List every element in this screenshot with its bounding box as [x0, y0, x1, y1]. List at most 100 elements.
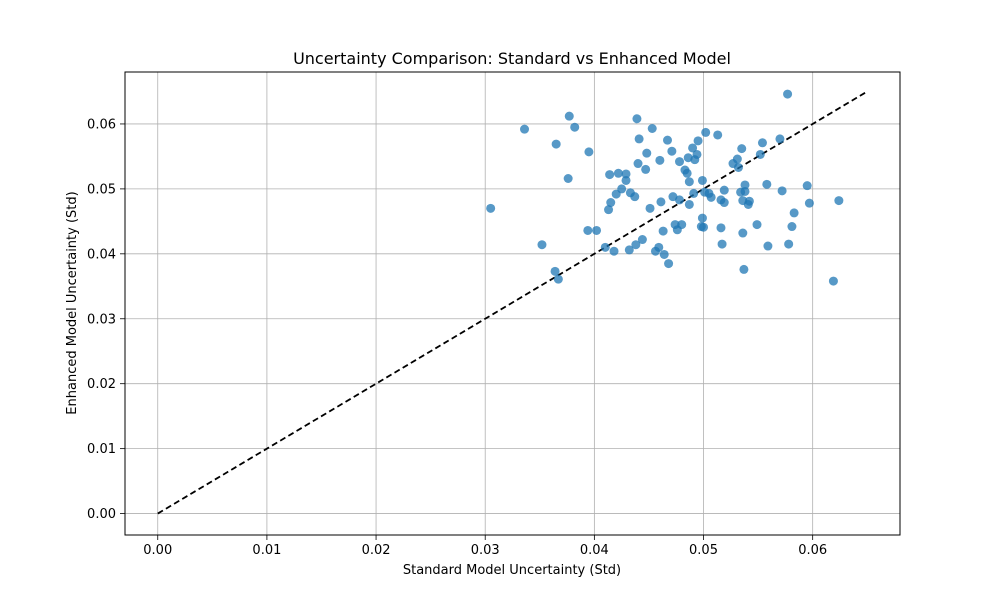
- scatter-point: [716, 223, 726, 233]
- scatter-point: [606, 198, 616, 208]
- scatter-point: [675, 195, 685, 205]
- plot-frame: [124, 71, 901, 536]
- scatter-point: [632, 114, 642, 124]
- scatter-point: [802, 181, 812, 191]
- scatter-point: [684, 199, 694, 209]
- scatter-point: [834, 196, 844, 206]
- data-points: [486, 89, 844, 286]
- scatter-point: [783, 89, 793, 99]
- y-axis-label: Enhanced Model Uncertainty (Std): [65, 191, 80, 414]
- scatter-point: [804, 198, 814, 208]
- y-tick-label: 0.05: [87, 182, 116, 197]
- scatter-point: [550, 266, 560, 276]
- scatter-point: [537, 240, 547, 250]
- scatter-point: [684, 177, 694, 187]
- scatter-point: [828, 276, 838, 286]
- scatter-point: [717, 239, 727, 249]
- scatter-point: [739, 264, 749, 274]
- scatter-point: [551, 139, 561, 149]
- y-tick-label: 0.06: [87, 117, 116, 132]
- scatter-point: [621, 169, 631, 179]
- scatter-point: [486, 203, 496, 213]
- scatter-point: [663, 135, 672, 145]
- scatter-point: [692, 149, 702, 159]
- scatter-point: [642, 148, 652, 158]
- scatter-point: [740, 186, 750, 196]
- scatter-point: [732, 154, 742, 164]
- scatter-point: [641, 164, 651, 174]
- scatter-point: [630, 192, 640, 202]
- scatter-point: [744, 196, 754, 206]
- y-tick-label: 0.03: [87, 312, 116, 327]
- reference-line: [157, 92, 866, 515]
- scatter-point: [604, 205, 614, 215]
- scatter-point: [738, 228, 748, 238]
- scatter-point: [677, 220, 687, 230]
- scatter-point: [697, 213, 707, 223]
- scatter-point: [631, 240, 641, 250]
- scatter-point: [752, 220, 762, 230]
- scatter-point: [637, 235, 647, 245]
- scatter-point: [553, 274, 563, 284]
- chart-title: Uncertainty Comparison: Standard vs Enha…: [293, 49, 731, 68]
- scatter-point: [706, 192, 716, 202]
- scatter-point: [667, 146, 677, 156]
- x-tick-label: 0.05: [689, 543, 718, 558]
- scatter-point: [757, 138, 767, 148]
- scatter-point: [613, 168, 623, 178]
- scatter-point: [624, 245, 634, 255]
- scatter-point: [775, 134, 785, 144]
- scatter-point: [737, 144, 747, 154]
- scatter-point: [609, 246, 619, 256]
- scatter-point: [584, 147, 594, 157]
- y-tick-label: 0.04: [87, 247, 116, 262]
- scatter-point: [600, 242, 610, 252]
- scatter-point: [621, 175, 631, 185]
- x-tick-label: 0.06: [798, 543, 827, 558]
- x-tick-label: 0.01: [252, 543, 281, 558]
- scatter-point: [570, 122, 580, 132]
- axis-ticks: 0.00 0.01 0.02 0.03 0.04 0.05 0.06 0.00 0.01 0.02…: [87, 117, 827, 558]
- x-tick-label: 0.02: [362, 543, 391, 558]
- x-tick-label: 0.04: [580, 543, 609, 558]
- scatter-point: [647, 123, 657, 133]
- scatter-point: [787, 222, 797, 232]
- scatter-point: [675, 157, 685, 167]
- y-tick-label: 0.01: [87, 442, 116, 457]
- scatter-point: [664, 259, 674, 269]
- scatter-point: [740, 180, 750, 190]
- scatter-point: [605, 170, 615, 180]
- scatter-point: [762, 179, 772, 189]
- scatter-point: [699, 222, 709, 232]
- scatter-point: [713, 130, 723, 140]
- scatter-point: [563, 173, 573, 183]
- scatter-point: [654, 242, 664, 252]
- scatter-point: [659, 249, 669, 259]
- scatter-point: [719, 185, 729, 195]
- scatter-point: [658, 226, 668, 236]
- scatter-point: [520, 124, 530, 134]
- scatter-point: [645, 203, 655, 213]
- scatter-point: [697, 175, 707, 185]
- scatter-point: [633, 159, 643, 169]
- scatter-point: [617, 184, 627, 194]
- scatter-point: [689, 188, 699, 198]
- x-tick-label: 0.00: [143, 543, 172, 558]
- y-tick-label: 0.00: [87, 507, 116, 522]
- reference-line-group: [157, 92, 866, 515]
- scatter-point: [763, 241, 773, 251]
- scatter-point: [719, 198, 729, 208]
- scatter-point: [656, 197, 666, 207]
- y-tick-label: 0.02: [87, 377, 116, 392]
- scatter-point: [583, 225, 593, 235]
- scatter-point: [755, 149, 765, 159]
- grid-lines: [125, 72, 900, 535]
- x-tick-label: 0.03: [471, 543, 500, 558]
- scatter-point: [564, 111, 574, 121]
- scatter-point: [701, 127, 711, 137]
- scatter-point: [592, 225, 602, 235]
- scatter-point: [777, 186, 787, 196]
- scatter-point: [634, 134, 644, 144]
